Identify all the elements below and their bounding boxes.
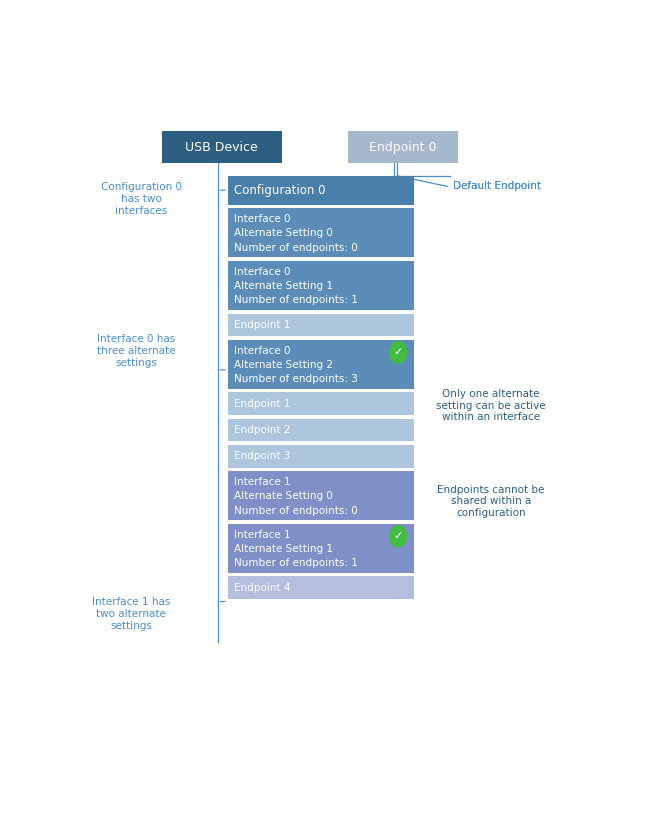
Text: Endpoint 1: Endpoint 1 (234, 320, 291, 330)
Text: Interface 0: Interface 0 (234, 214, 291, 224)
FancyBboxPatch shape (228, 340, 415, 389)
Text: Default Endpoint: Default Endpoint (453, 181, 540, 191)
FancyBboxPatch shape (228, 524, 415, 572)
FancyBboxPatch shape (161, 131, 281, 163)
Text: Interface 0: Interface 0 (234, 267, 291, 276)
Text: Interface 1: Interface 1 (234, 529, 291, 540)
Text: Interface 1 has
two alternate
settings: Interface 1 has two alternate settings (92, 598, 170, 631)
FancyBboxPatch shape (228, 393, 415, 415)
Text: Default Endpoint: Default Endpoint (453, 181, 540, 191)
Text: Alternate Setting 1: Alternate Setting 1 (234, 544, 333, 554)
Circle shape (389, 526, 407, 547)
FancyBboxPatch shape (228, 261, 415, 310)
FancyBboxPatch shape (228, 208, 415, 257)
Text: Endpoint 0: Endpoint 0 (369, 141, 437, 154)
Text: Configuration 0: Configuration 0 (234, 184, 326, 197)
FancyBboxPatch shape (228, 576, 415, 599)
Text: Interface 0 has
three alternate
settings: Interface 0 has three alternate settings (97, 334, 175, 367)
FancyBboxPatch shape (228, 445, 415, 467)
FancyBboxPatch shape (228, 314, 415, 336)
FancyBboxPatch shape (348, 131, 458, 163)
Text: Interface 1: Interface 1 (234, 477, 291, 487)
Text: Number of endpoints: 1: Number of endpoints: 1 (234, 559, 358, 568)
Text: Number of endpoints: 0: Number of endpoints: 0 (234, 243, 358, 253)
FancyBboxPatch shape (228, 419, 415, 441)
Text: Interface 0: Interface 0 (234, 346, 291, 355)
FancyBboxPatch shape (228, 472, 415, 520)
Text: ✓: ✓ (393, 532, 403, 541)
Text: Only one alternate
setting can be active
within an interface: Only one alternate setting can be active… (436, 389, 546, 422)
FancyBboxPatch shape (228, 176, 415, 205)
Text: Alternate Setting 1: Alternate Setting 1 (234, 281, 333, 291)
Text: Endpoints cannot be
shared within a
configuration: Endpoints cannot be shared within a conf… (438, 485, 544, 518)
Text: Endpoint 1: Endpoint 1 (234, 398, 291, 409)
Text: Alternate Setting 0: Alternate Setting 0 (234, 228, 333, 238)
Text: Alternate Setting 2: Alternate Setting 2 (234, 360, 333, 370)
Text: USB Device: USB Device (185, 141, 258, 154)
Text: Endpoint 3: Endpoint 3 (234, 451, 291, 461)
Text: Number of endpoints: 1: Number of endpoints: 1 (234, 295, 358, 306)
Text: ✓: ✓ (393, 347, 403, 358)
Text: Endpoint 2: Endpoint 2 (234, 425, 291, 435)
Text: Configuration 0
has two
interfaces: Configuration 0 has two interfaces (101, 182, 182, 215)
Text: Number of endpoints: 0: Number of endpoints: 0 (234, 506, 358, 515)
Text: Number of endpoints: 3: Number of endpoints: 3 (234, 374, 358, 385)
Circle shape (389, 341, 407, 363)
Text: Alternate Setting 0: Alternate Setting 0 (234, 491, 333, 502)
Text: Endpoint 4: Endpoint 4 (234, 583, 291, 593)
